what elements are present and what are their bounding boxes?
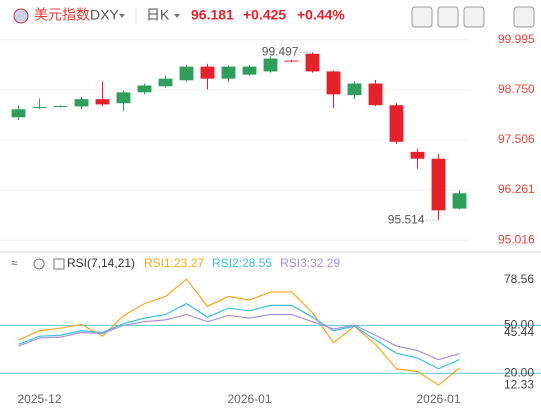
candle-body — [200, 66, 215, 79]
toolbar — [411, 6, 535, 28]
index-name[interactable]: 美元指数 — [34, 7, 90, 23]
indicator-title: RSI(7,14,21) — [67, 256, 135, 270]
x-tick-label: 2026-01 — [416, 392, 460, 406]
brush-button[interactable] — [463, 6, 485, 28]
period[interactable]: 日K — [146, 7, 170, 23]
price: 96.181 — [191, 7, 234, 23]
legend-entry: RSI2:28.55 — [212, 256, 272, 270]
y-tick-label: 12.33 — [504, 378, 534, 392]
candle-body — [410, 151, 425, 159]
candle-body — [32, 106, 47, 108]
annotation: 95.514 — [388, 212, 425, 226]
symbol[interactable]: DXY — [90, 7, 119, 23]
collapse-icon[interactable]: ≈ — [11, 256, 18, 270]
y-tick-label: 99.995 — [498, 32, 535, 46]
candle-body — [74, 99, 89, 107]
candle-body — [158, 78, 173, 87]
candle-body — [347, 83, 362, 96]
rsi-line — [18, 302, 460, 370]
candle-body — [116, 92, 131, 104]
y-tick-label: 98.750 — [498, 82, 535, 96]
dropdown-icon[interactable] — [119, 14, 125, 18]
candle-body — [326, 71, 341, 95]
candle-body — [11, 109, 26, 118]
fullscreen-button[interactable] — [513, 6, 535, 28]
annotation: 99.497 — [262, 45, 299, 59]
candle-body — [431, 158, 446, 211]
y-tick-label: 95.016 — [498, 232, 535, 246]
candle-body — [389, 105, 404, 142]
indicator-icon[interactable] — [53, 258, 65, 270]
y-tick-label: 78.56 — [504, 272, 534, 286]
rsi-line — [18, 313, 460, 361]
candle-body — [284, 60, 299, 62]
legend-entry: RSI1:23.27 — [144, 256, 204, 270]
y-tick-label: 97.506 — [498, 132, 535, 146]
candle-body — [263, 58, 278, 72]
dropdown-icon[interactable] — [174, 14, 180, 18]
y-tick-label: 45.44 — [504, 325, 534, 339]
y-tick-label: 20.00 — [504, 365, 534, 379]
legend-entry: RSI3:32.29 — [280, 256, 340, 270]
y-tick-label: 50.00 — [504, 318, 534, 332]
change-pct: +0.44% — [297, 7, 345, 23]
candle-body — [95, 99, 110, 105]
x-tick-label: 2025-12 — [17, 392, 61, 406]
draw-button[interactable] — [411, 6, 433, 28]
flag-icon — [13, 8, 29, 24]
change: +0.425 — [243, 7, 286, 23]
y-tick-label: 96.261 — [498, 182, 535, 196]
candle-body — [368, 83, 383, 106]
candle-body — [305, 53, 320, 72]
candle-body — [242, 66, 257, 75]
plot: 99.995 98.750 97.506 96.261 95.016 2025-12 202… — [0, 32, 541, 406]
candle-body — [53, 106, 68, 108]
candle-body — [137, 85, 152, 93]
candle-body — [179, 66, 194, 81]
rsi-line — [18, 278, 460, 386]
settings-icon[interactable] — [33, 258, 45, 270]
candle-body — [452, 193, 467, 209]
x-tick-label: 2026-01 — [227, 392, 271, 406]
pen-button[interactable] — [437, 6, 459, 28]
candle-body — [221, 66, 236, 79]
